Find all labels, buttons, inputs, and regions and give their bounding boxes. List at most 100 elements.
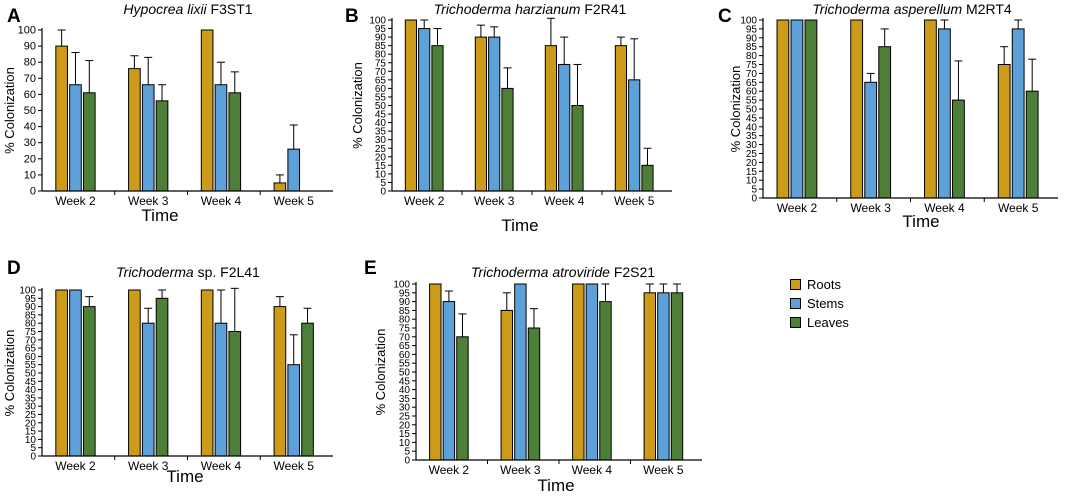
legend-item-roots: Roots (790, 275, 849, 294)
y-tick-label-b: 80 (375, 50, 387, 61)
panel-title-strain-a: F3ST1 (207, 1, 253, 17)
panel-title-b: Trichoderma harzianum F2R41 (434, 1, 627, 17)
x-tick-label-e: Week 3 (500, 463, 541, 477)
legend-item-leaves: Leaves (790, 313, 849, 332)
bar-d-stems (214, 322, 228, 457)
bar-d-roots (55, 289, 68, 457)
y-tick-label-e: 70 (399, 332, 411, 343)
bar-b-stems (628, 79, 641, 192)
y-tick-label-d: 25 (25, 410, 37, 421)
y-tick-label-b: 40 (375, 118, 387, 129)
panel-title-strain-c: M2RT4 (962, 1, 1012, 17)
y-tick-label-a: 40 (24, 121, 36, 133)
y-tick-label-e: 90 (399, 297, 411, 308)
y-tick-label-b: 95 (375, 24, 387, 35)
y-tick-label-b: 100 (369, 16, 386, 27)
panel-title-strain-e: F2S21 (610, 264, 655, 280)
bar-d-stems (287, 364, 301, 457)
bar-b-roots (614, 45, 627, 192)
y-tick-label-d: 50 (25, 369, 37, 380)
y-tick-label-c: 25 (746, 149, 758, 160)
y-tick-label-c: 5 (751, 185, 757, 196)
y-tick-label-b: 25 (375, 144, 387, 155)
y-tick-label-b: 60 (375, 84, 387, 95)
panel-c: C Trichoderma asperellum M2RT405101520253… (718, 1, 1058, 231)
x-axis-label-e: Time (537, 476, 574, 495)
y-axis-label-b: % Colonization (350, 62, 365, 149)
legend-item-stems: Stems (790, 294, 849, 313)
y-tick-label-b: 15 (375, 161, 387, 172)
bar-e-stems (585, 283, 599, 461)
y-tick-label-d: 55 (25, 360, 37, 371)
y-tick-label-c: 100 (740, 16, 757, 27)
y-tick-label-b: 20 (375, 152, 387, 163)
y-tick-label-b: 90 (375, 33, 387, 44)
y-tick-label-c: 85 (746, 42, 758, 53)
legend-label-stems: Stems (807, 296, 844, 311)
y-tick-label-a: 30 (24, 137, 36, 149)
x-tick-label-d: Week 5 (273, 459, 314, 473)
y-tick-label-a: 90 (24, 41, 36, 53)
x-axis-label-b: Time (501, 216, 538, 235)
y-tick-label-b: 0 (380, 187, 386, 198)
x-tick-label-a: Week 5 (273, 194, 314, 208)
bar-d-roots (200, 289, 214, 457)
y-tick-label-a: 10 (24, 169, 36, 181)
y-tick-label-d: 20 (25, 418, 37, 429)
y-tick-label-c: 75 (746, 60, 758, 71)
y-tick-label-d: 45 (25, 377, 37, 388)
y-tick-label-e: 65 (399, 341, 411, 352)
y-axis-label-a: % Colonization (2, 67, 17, 154)
legend-label-roots: Roots (807, 277, 841, 292)
y-tick-label-d: 30 (25, 402, 37, 413)
x-axis-label-d: Time (166, 467, 203, 486)
y-tick-label-c: 10 (746, 176, 758, 187)
x-tick-label-b: Week 4 (544, 194, 585, 208)
y-tick-label-b: 35 (375, 127, 387, 138)
y-tick-label-b: 65 (375, 75, 387, 86)
y-tick-label-a: 60 (24, 89, 36, 101)
y-tick-label-e: 15 (399, 429, 411, 440)
bar-a-leaves (82, 92, 96, 192)
y-tick-label-e: 40 (399, 385, 411, 396)
y-tick-label-e: 30 (399, 403, 411, 414)
bar-a-stems (69, 84, 82, 192)
bar-c-leaves (1025, 90, 1039, 199)
x-tick-label-b: Week 2 (404, 194, 445, 208)
bar-c-stems (864, 81, 878, 199)
bar-d-leaves (301, 322, 314, 457)
bar-e-leaves (527, 327, 541, 461)
y-tick-label-d: 15 (25, 427, 37, 438)
bar-a-stems (214, 84, 228, 192)
y-tick-label-e: 95 (399, 288, 411, 299)
y-tick-label-b: 45 (375, 110, 387, 121)
panel-label-a: A (7, 6, 21, 27)
panel-title-e: Trichoderma atroviride F2S21 (471, 264, 655, 280)
x-tick-label-c: Week 4 (924, 201, 965, 215)
legend: Roots Stems Leaves (790, 275, 849, 332)
bar-d-stems (141, 322, 155, 457)
y-tick-label-d: 80 (25, 319, 37, 330)
bar-b-leaves (571, 105, 584, 192)
bar-a-stems (141, 84, 155, 192)
bar-b-stems (418, 28, 431, 192)
panel-title-species-d: Trichoderma (116, 264, 194, 280)
y-tick-label-d: 70 (25, 335, 37, 346)
bar-a-leaves (155, 100, 169, 192)
y-tick-label-e: 45 (399, 376, 411, 387)
bar-e-leaves (456, 336, 469, 461)
y-tick-label-d: 10 (25, 435, 37, 446)
y-tick-label-e: 5 (404, 447, 410, 458)
y-tick-label-a: 20 (24, 153, 36, 165)
bar-a-roots (55, 45, 68, 192)
legend-swatch-roots (790, 279, 801, 290)
x-tick-label-c: Week 5 (998, 201, 1039, 215)
y-tick-label-d: 85 (25, 310, 37, 321)
bar-a-roots (200, 29, 214, 192)
bar-d-roots (128, 289, 141, 457)
y-tick-label-d: 0 (30, 452, 36, 463)
y-tick-label-b: 55 (375, 92, 387, 103)
bar-c-stems (1011, 28, 1025, 199)
bar-a-roots (128, 68, 141, 192)
